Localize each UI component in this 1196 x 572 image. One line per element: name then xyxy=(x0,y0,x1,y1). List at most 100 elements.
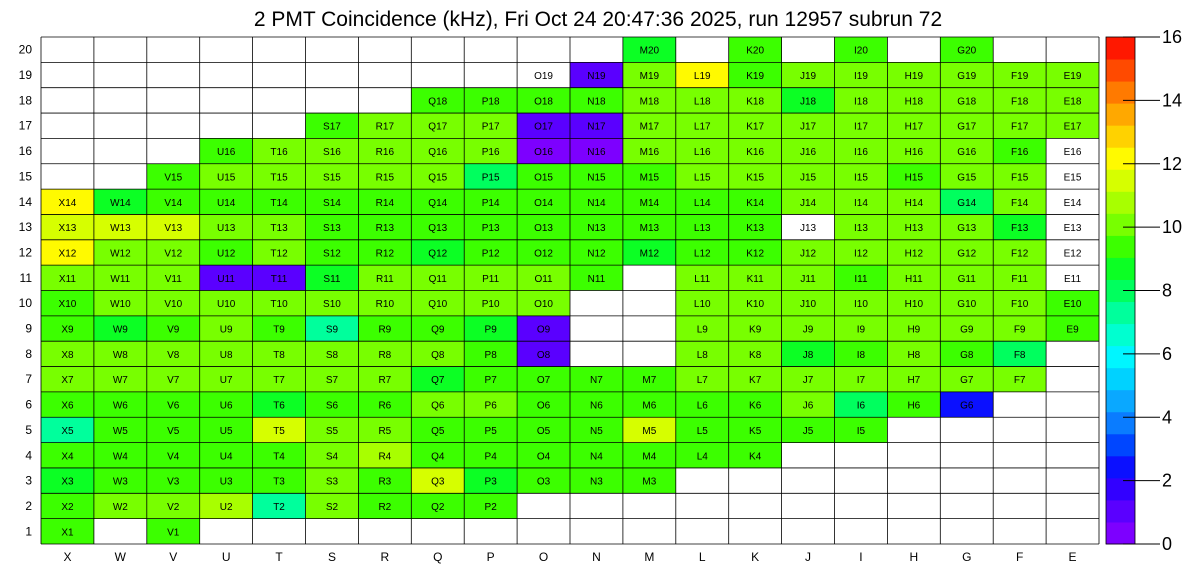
cell-label: P14 xyxy=(482,198,500,209)
heatmap-cell xyxy=(146,239,200,266)
x-tick-label: I xyxy=(859,550,862,564)
cell-label: F16 xyxy=(1011,147,1029,158)
cell-label: W7 xyxy=(113,375,128,386)
cell-label: H18 xyxy=(905,96,924,107)
cell-label: F11 xyxy=(1011,274,1028,285)
heatmap-cell xyxy=(834,163,888,190)
cell-label: T2 xyxy=(273,502,285,513)
heatmap-cell xyxy=(464,239,518,266)
heatmap-cell xyxy=(358,189,412,215)
heatmap-cell xyxy=(517,189,570,215)
heatmap-cell xyxy=(570,62,623,88)
heatmap-cell xyxy=(464,265,518,291)
color-bar-segment xyxy=(1106,301,1135,325)
cell-label: M14 xyxy=(640,198,660,209)
color-bar-segment xyxy=(1106,37,1135,60)
heatmap-cell xyxy=(1046,315,1099,342)
heatmap-cell xyxy=(622,214,676,240)
heatmap-cell xyxy=(834,290,888,316)
cell-label: G18 xyxy=(957,96,976,107)
cell-label: G14 xyxy=(957,198,976,209)
cell-label: N18 xyxy=(587,96,606,107)
heatmap-cell xyxy=(781,62,835,88)
heatmap-cell xyxy=(146,366,200,392)
heatmap-cell xyxy=(781,290,835,316)
cell-label: M18 xyxy=(640,96,660,107)
heatmap-cell xyxy=(940,315,994,342)
x-tick-label: U xyxy=(222,550,231,564)
x-tick-label: R xyxy=(381,550,390,564)
cell-label: H10 xyxy=(905,299,924,310)
cell-label: M15 xyxy=(640,172,660,183)
cell-label: T14 xyxy=(270,198,288,209)
cell-label: O18 xyxy=(534,96,553,107)
cell-label: V11 xyxy=(165,274,182,285)
color-bar-label: 8 xyxy=(1162,281,1172,301)
cell-label: Q8 xyxy=(431,350,445,361)
x-tick-label: V xyxy=(169,550,177,564)
heatmap-cell xyxy=(781,87,835,114)
heatmap-cell xyxy=(781,239,835,266)
color-bar-label: 6 xyxy=(1162,344,1172,364)
heatmap-cell xyxy=(675,265,729,291)
color-bar-label: 10 xyxy=(1162,217,1182,237)
heatmap-cell xyxy=(940,366,994,392)
heatmap-cell xyxy=(517,113,570,139)
cell-label: U6 xyxy=(220,401,233,412)
cell-label: G16 xyxy=(957,147,976,158)
y-tick-label: 19 xyxy=(19,68,33,82)
cell-label: V14 xyxy=(164,198,182,209)
heatmap-cell xyxy=(834,138,888,164)
heatmap-cell xyxy=(728,189,782,215)
heatmap-cell xyxy=(93,493,147,519)
x-tick-label: Q xyxy=(433,550,442,564)
cell-label: E12 xyxy=(1064,248,1082,259)
cell-label: L13 xyxy=(694,223,711,234)
color-bar-label: 4 xyxy=(1162,407,1172,427)
cell-label: J11 xyxy=(800,274,816,285)
color-bar-segment xyxy=(1106,367,1135,391)
cell-label: J5 xyxy=(803,426,814,437)
heatmap-cell xyxy=(622,391,676,418)
heatmap-cell xyxy=(93,417,147,443)
cell-label: F19 xyxy=(1011,71,1029,82)
heatmap-cell xyxy=(411,417,465,443)
cell-label: O8 xyxy=(537,350,551,361)
cell-label: L8 xyxy=(697,350,709,361)
cell-label: K6 xyxy=(749,401,762,412)
heatmap-cell xyxy=(41,442,94,468)
cell-label: L5 xyxy=(697,426,709,437)
cell-label: X7 xyxy=(61,375,74,386)
heatmap-cell xyxy=(781,214,835,240)
cell-label: M3 xyxy=(642,477,656,488)
heatmap-cell xyxy=(570,467,623,494)
heatmap-cell xyxy=(622,442,676,468)
y-tick-label: 3 xyxy=(25,474,32,488)
cell-label: X6 xyxy=(61,401,74,412)
heatmap-cell xyxy=(252,417,306,443)
cell-label: I9 xyxy=(857,325,866,336)
cell-label: H8 xyxy=(907,350,920,361)
heatmap-cell xyxy=(675,290,729,316)
heatmap-cell xyxy=(1046,87,1099,114)
cell-label: Q10 xyxy=(428,299,447,310)
cell-label: K18 xyxy=(746,96,764,107)
heatmap-cell xyxy=(305,366,359,392)
heatmap-cell xyxy=(411,315,465,342)
cell-label: L11 xyxy=(694,274,710,285)
cell-label: S11 xyxy=(323,274,340,285)
y-tick-label: 2 xyxy=(25,499,32,513)
heatmap-cell xyxy=(199,493,253,519)
cell-label: S3 xyxy=(326,477,339,488)
heatmap-cell xyxy=(993,290,1047,316)
heatmap-cell xyxy=(252,214,306,240)
heatmap-cell xyxy=(570,163,623,190)
cell-label: T5 xyxy=(273,426,285,437)
heatmap-cell xyxy=(622,163,676,190)
cell-label: E10 xyxy=(1064,299,1082,310)
heatmap-cell xyxy=(728,113,782,139)
heatmap-cell xyxy=(464,214,518,240)
heatmap-cell xyxy=(517,366,570,392)
grid-lines xyxy=(40,36,1100,545)
heatmap-cell xyxy=(305,442,359,468)
